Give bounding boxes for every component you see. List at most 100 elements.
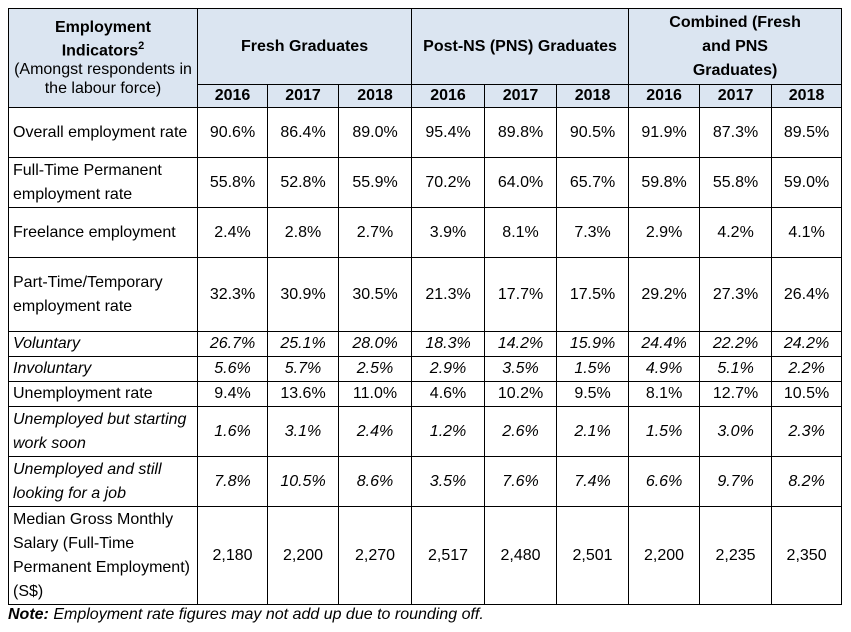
row-label: Unemployment rate <box>8 381 198 407</box>
group-header-combined: Combined (Fresh and PNS Graduates) <box>628 8 843 85</box>
table-cell: 4.1% <box>771 207 843 258</box>
table-cell: 2.2% <box>771 356 843 382</box>
table-cell: 25.1% <box>267 331 339 357</box>
table-row: Freelance employment 2.4% 2.8% 2.7% 3.9% 8.1%… <box>8 207 843 258</box>
table-cell: 32.3% <box>197 257 268 332</box>
table-cell: 13.6% <box>267 381 339 407</box>
row-label: Part-Time/Temporary employment rate <box>8 257 198 332</box>
table-cell: 7.8% <box>197 456 268 507</box>
table-cell: 89.8% <box>484 107 558 158</box>
row-label: Freelance employment <box>8 207 198 258</box>
footnote: Note: Employment rate figures may not ad… <box>8 606 484 624</box>
table-cell: 2,270 <box>337 506 413 605</box>
year-header: 2017 <box>267 84 339 108</box>
table-cell: 2.4% <box>337 406 413 457</box>
table-cell: 12.7% <box>699 381 773 407</box>
table-row: Unemployment rate 9.4% 13.6% 11.0% 4.6% 10.2%… <box>8 381 843 407</box>
table-row: Median Gross Monthly Salary (Full-Time P… <box>8 506 843 605</box>
table-cell: 55.8% <box>699 157 773 208</box>
row-label: Median Gross Monthly Salary (Full-Time P… <box>8 506 198 605</box>
table-cell: 89.0% <box>337 107 413 158</box>
employment-indicators-table: Employment Indicators2 (Amongst responde… <box>8 8 843 605</box>
indicator-header: Employment Indicators2 (Amongst responde… <box>8 8 198 108</box>
table-cell: 21.3% <box>411 257 486 332</box>
table-cell: 64.0% <box>484 157 558 208</box>
table-cell: 2,350 <box>771 506 843 605</box>
table-cell: 1.2% <box>411 406 486 457</box>
table-cell: 55.9% <box>337 157 413 208</box>
table-cell: 29.2% <box>628 257 701 332</box>
row-label: Unemployed but starting work soon <box>8 406 198 457</box>
table-cell: 2,180 <box>197 506 268 605</box>
table-cell: 2,235 <box>699 506 773 605</box>
year-header: 2017 <box>484 84 558 108</box>
footnote-text: Employment rate figures may not add up d… <box>48 606 484 623</box>
table-cell: 27.3% <box>699 257 773 332</box>
table-cell: 9.5% <box>556 381 630 407</box>
table-cell: 26.7% <box>197 331 268 357</box>
table-cell: 30.5% <box>337 257 413 332</box>
year-header: 2018 <box>337 84 413 108</box>
table-cell: 2,200 <box>628 506 701 605</box>
table-cell: 4.9% <box>628 356 701 382</box>
table-cell: 2,501 <box>556 506 630 605</box>
table-cell: 11.0% <box>337 381 413 407</box>
table-row: Part-Time/Temporary employment rate 32.3%… <box>8 257 843 332</box>
table-cell: 5.7% <box>267 356 339 382</box>
table-cell: 1.5% <box>628 406 701 457</box>
table-cell: 10.5% <box>267 456 339 507</box>
table-cell: 15.9% <box>556 331 630 357</box>
table-cell: 7.3% <box>556 207 630 258</box>
table-row: Voluntary 26.7% 25.1% 28.0% 18.3% 14.2% 15.9% 2… <box>8 331 843 357</box>
table-cell: 2,200 <box>267 506 339 605</box>
table-cell: 89.5% <box>771 107 843 158</box>
table-cell: 86.4% <box>267 107 339 158</box>
table-cell: 2.7% <box>337 207 413 258</box>
table-cell: 2.8% <box>267 207 339 258</box>
year-header: 2018 <box>771 84 843 108</box>
table-cell: 4.6% <box>411 381 486 407</box>
table-cell: 26.4% <box>771 257 843 332</box>
table-row: Full-Time Permanent employment rate 55.8%… <box>8 157 843 208</box>
table-cell: 3.0% <box>699 406 773 457</box>
table-cell: 2.6% <box>484 406 558 457</box>
table-cell: 59.0% <box>771 157 843 208</box>
table-cell: 6.6% <box>628 456 701 507</box>
table-cell: 2.9% <box>411 356 486 382</box>
table-cell: 87.3% <box>699 107 773 158</box>
table-cell: 8.6% <box>337 456 413 507</box>
table-cell: 5.6% <box>197 356 268 382</box>
table-cell: 9.4% <box>197 381 268 407</box>
table-cell: 3.9% <box>411 207 486 258</box>
indicator-header-title: Employment Indicators2 <box>54 18 151 60</box>
table-cell: 24.2% <box>771 331 843 357</box>
year-header: 2016 <box>411 84 486 108</box>
table-cell: 5.1% <box>699 356 773 382</box>
table-row: Overall employment rate 90.6% 86.4% 89.0% 95… <box>8 107 843 158</box>
table-cell: 2.4% <box>197 207 268 258</box>
table-cell: 14.2% <box>484 331 558 357</box>
table-cell: 30.9% <box>267 257 339 332</box>
group-header-fresh: Fresh Graduates <box>196 8 413 85</box>
year-header: 2017 <box>699 84 773 108</box>
year-header: 2016 <box>197 84 268 108</box>
table-cell: 17.5% <box>556 257 630 332</box>
table-row: Unemployed but starting work soon 1.6% 3.1… <box>8 406 843 457</box>
table-cell: 10.2% <box>484 381 558 407</box>
table-row: Unemployed and still looking for a job 7.… <box>8 456 843 507</box>
row-label: Unemployed and still looking for a job <box>8 456 198 507</box>
table-cell: 10.5% <box>771 381 843 407</box>
table-cell: 7.6% <box>484 456 558 507</box>
table-cell: 55.8% <box>197 157 268 208</box>
table-cell: 3.1% <box>267 406 339 457</box>
table-cell: 95.4% <box>411 107 486 158</box>
table-cell: 7.4% <box>556 456 630 507</box>
table-cell: 4.2% <box>699 207 773 258</box>
footnote-marker: 2 <box>138 39 145 52</box>
table-cell: 52.8% <box>267 157 339 208</box>
row-label: Voluntary <box>8 331 198 357</box>
table-cell: 65.7% <box>556 157 630 208</box>
table-cell: 2.1% <box>556 406 630 457</box>
table-cell: 28.0% <box>337 331 413 357</box>
table-cell: 2.9% <box>628 207 701 258</box>
